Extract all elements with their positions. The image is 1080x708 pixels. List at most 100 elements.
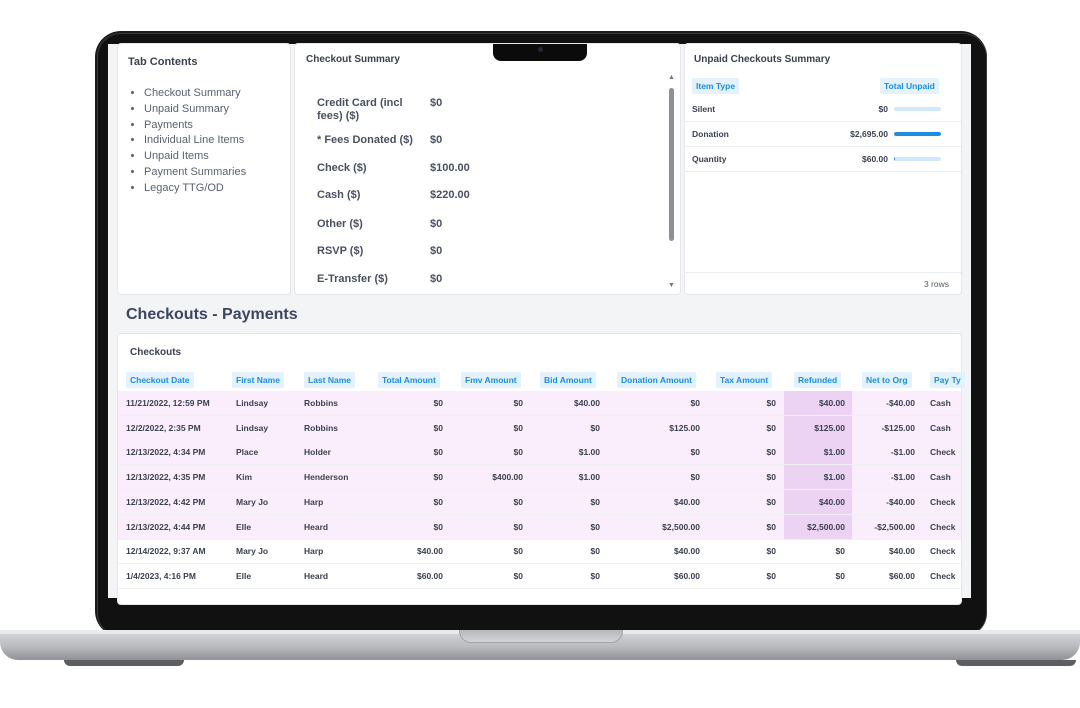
summary-label: Cash ($): [317, 189, 361, 201]
table-cell: -$1.00: [890, 447, 915, 458]
table-cell: 12/2/2022, 2:35 PM: [126, 422, 201, 433]
table-row[interactable]: 1/4/2023, 4:16 PM Elle Heard $60.00 $0 $0 $60.…: [118, 564, 961, 589]
table-cell: $40.00: [417, 546, 443, 557]
column-header-refunded[interactable]: Refunded: [794, 372, 842, 388]
unpaid-summary-title: Unpaid Checkouts Summary: [694, 54, 831, 65]
table-row[interactable]: 12/2/2022, 2:35 PM Lindsay Robbins $0 $0 $0 $1…: [118, 415, 961, 441]
table-cell: $0: [433, 496, 443, 507]
scroll-down-icon[interactable]: ▼: [668, 282, 675, 289]
summary-value: $0: [430, 218, 443, 230]
column-header-bid-amount[interactable]: Bid Amount: [540, 372, 596, 388]
summary-scroll-thumb[interactable]: [669, 88, 674, 241]
table-cell: Elle: [236, 521, 252, 532]
refunded-highlight: [784, 391, 852, 415]
unpaid-amount: $2,695.00: [850, 129, 888, 139]
table-cell: $0: [433, 422, 443, 433]
tab-link-unpaid-summary[interactable]: Unpaid Summary: [144, 102, 246, 118]
table-cell: -$1.00: [890, 472, 915, 483]
table-cell: Robbins: [304, 422, 338, 433]
table-cell: $0: [766, 496, 776, 507]
table-cell: $0: [690, 472, 700, 483]
table-cell: Cash: [930, 422, 951, 433]
column-header-last-name[interactable]: Last Name: [304, 372, 355, 388]
table-cell: $0: [513, 447, 523, 458]
table-cell: $40.00: [819, 398, 845, 408]
camera-notch: [493, 44, 587, 61]
unpaid-amount: $60.00: [862, 154, 888, 164]
table-row[interactable]: 12/14/2022, 9:37 AM Mary Jo Harp $40.00 $0 $0…: [118, 539, 961, 565]
table-cell: $0: [513, 422, 523, 433]
column-header-total-unpaid[interactable]: Total Unpaid: [880, 78, 939, 94]
summary-label: Credit Card (incl fees) ($): [317, 97, 403, 122]
table-cell: $1.00: [578, 447, 600, 458]
tab-link-checkout-summary[interactable]: Checkout Summary: [144, 86, 246, 102]
table-cell: $60.00: [889, 570, 915, 581]
scroll-up-icon[interactable]: ▲: [668, 74, 675, 81]
table-cell: $400.00: [492, 472, 523, 483]
table-cell: $40.00: [574, 398, 600, 408]
column-header-net-to-org[interactable]: Net to Org: [862, 372, 912, 388]
unpaid-summary-card: Unpaid Checkouts Summary Item Type Total…: [685, 44, 961, 294]
summary-label: E-Transfer ($): [317, 273, 388, 285]
summary-value: $0: [430, 245, 443, 257]
summary-label: Other ($): [317, 218, 363, 230]
table-cell: $0: [590, 422, 600, 433]
tab-link-unpaid-items[interactable]: Unpaid Items: [144, 149, 246, 165]
refunded-highlight: [784, 440, 852, 465]
column-header-total-amount[interactable]: Total Amount: [378, 372, 440, 388]
row-count: 3 rows: [923, 279, 949, 289]
table-cell: -$40.00: [886, 496, 915, 507]
column-header-fmv-amount[interactable]: Fmv Amount: [461, 372, 521, 388]
table-cell: Place: [236, 447, 259, 458]
table-cell: Robbins: [304, 398, 338, 408]
tab-link-payment-summaries[interactable]: Payment Summaries: [144, 165, 246, 181]
table-cell: Heard: [304, 570, 329, 581]
column-header-first-name[interactable]: First Name: [232, 372, 284, 388]
unpaid-type: Donation: [692, 129, 729, 139]
laptop-foot-right: [956, 660, 1076, 666]
table-row[interactable]: 12/13/2022, 4:34 PM Place Holder $0 $0 $1.00 $…: [118, 440, 961, 466]
table-cell: $2,500.00: [662, 521, 700, 532]
table-cell: $1.00: [823, 447, 845, 458]
camera-icon: [538, 47, 543, 52]
table-row[interactable]: 12/13/2022, 4:44 PM Elle Heard $0 $0 $0 $2,500…: [118, 514, 961, 540]
unpaid-row: Donation $2,695.00: [685, 122, 961, 147]
unpaid-bar-fill: [894, 157, 896, 161]
table-cell: Check: [930, 496, 956, 507]
tab-contents-list: Checkout Summary Unpaid Summary Payments…: [128, 86, 246, 197]
table-cell: $0: [513, 521, 523, 532]
column-header-donation-amount[interactable]: Donation Amount: [617, 372, 696, 388]
column-header-item-type[interactable]: Item Type: [692, 78, 740, 94]
checkouts-table-card: Checkouts Checkout Date First Name Last Na…: [118, 334, 965, 604]
summary-value: $0: [430, 97, 443, 109]
table-cell: Elle: [236, 570, 252, 581]
table-cell: Harp: [304, 496, 324, 507]
table-cell: $0: [766, 521, 776, 532]
table-row[interactable]: 12/13/2022, 4:35 PM Kim Henderson $0 $400.00…: [118, 465, 961, 491]
table-row[interactable]: 12/13/2022, 4:42 PM Mary Jo Harp $0 $0 $0 $40.…: [118, 489, 961, 515]
table-row[interactable]: 11/21/2022, 12:59 PM Lindsay Robbins $0 $0 $4…: [118, 391, 961, 416]
table-cell: $40.00: [674, 496, 700, 507]
table-cell: Check: [930, 521, 956, 532]
summary-value: $220.00: [430, 189, 470, 201]
table-cell: Mary Jo: [236, 546, 269, 557]
column-header-checkout-date[interactable]: Checkout Date: [126, 372, 194, 388]
table-cell: $40.00: [674, 546, 700, 557]
column-header-pay-ty[interactable]: Pay Ty: [930, 372, 965, 388]
column-header-tax-amount[interactable]: Tax Amount: [716, 372, 773, 388]
table-cell: $0: [766, 472, 776, 483]
tab-contents-card: Tab Contents Checkout Summary Unpaid Sum…: [118, 44, 290, 294]
tab-link-legacy[interactable]: Legacy TTG/OD: [144, 181, 246, 197]
table-cell: $0: [690, 398, 700, 408]
table-cell: $0: [590, 546, 600, 557]
tab-link-payments[interactable]: Payments: [144, 118, 246, 134]
refunded-highlight: [784, 465, 852, 490]
table-cell: $0: [513, 546, 523, 557]
summary-label: * Fees Donated ($): [317, 134, 413, 146]
table-cell: Heard: [304, 521, 329, 532]
table-cell: $0: [766, 546, 776, 557]
table-cell: $0: [835, 546, 845, 557]
tab-link-individual-line-items[interactable]: Individual Line Items: [144, 133, 246, 149]
table-cell: Check: [930, 570, 956, 581]
table-cell: Holder: [304, 447, 331, 458]
